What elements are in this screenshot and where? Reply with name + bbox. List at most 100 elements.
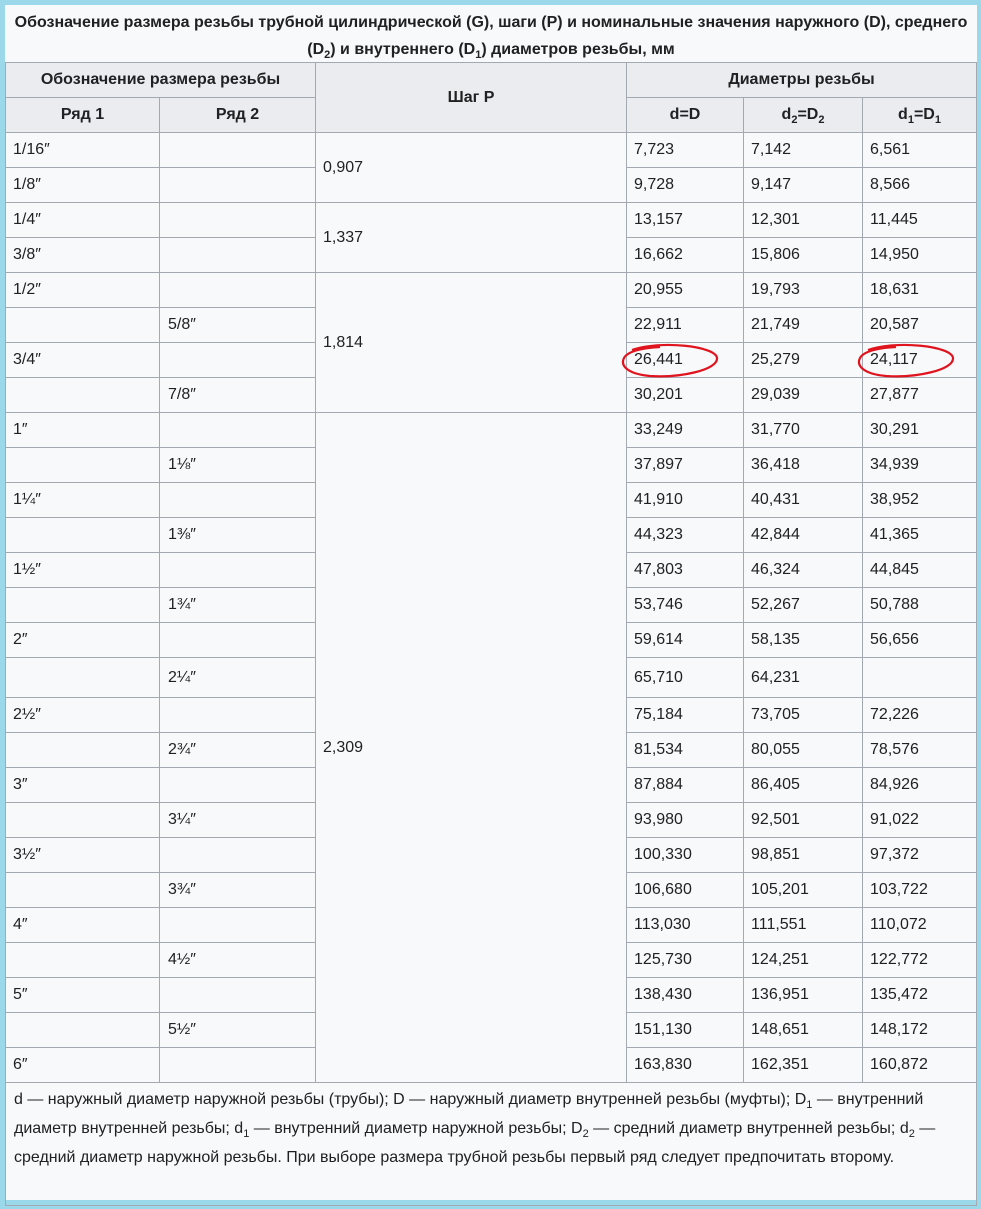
pitch-diameter-cell: 12,301 [743, 202, 864, 238]
pitch-diameter-cell: 162,351 [743, 1047, 864, 1083]
minor-diameter-cell: 97,372 [862, 837, 978, 873]
subscript: 2 [791, 114, 798, 126]
row1-size-cell [5, 377, 160, 413]
major-diameter-cell: 47,803 [626, 552, 745, 588]
pitch-diameter-cell: 58,135 [743, 622, 864, 658]
row2-size-cell: 2¾″ [158, 732, 317, 768]
row2-size-cell [158, 342, 317, 378]
major-diameter-cell: 16,662 [626, 237, 745, 273]
major-diameter-cell: 113,030 [626, 907, 745, 943]
major-diameter-cell: 87,884 [626, 767, 745, 803]
minor-diameter-cell: 56,656 [862, 622, 978, 658]
pipe-thread-table: Обозначение размера резьбы трубной цилин… [4, 5, 978, 1206]
pitch-diameter-cell: 92,501 [743, 802, 864, 838]
row2-size-cell: 1⅜″ [158, 517, 317, 553]
minor-diameter-cell: 50,788 [862, 587, 978, 623]
table-row: 1½″ 47,803 46,324 44,845 [5, 552, 978, 588]
header-pitch: Шаг P [315, 62, 628, 133]
row1-size-cell [5, 942, 160, 978]
subscript: 1 [934, 114, 941, 126]
header-designation: Обозначение размера резьбы [4, 62, 317, 98]
text-segment: — внутренний диаметр внутренней резьбы; … [14, 1091, 924, 1137]
row2-size-cell: 2¼″ [158, 657, 317, 698]
major-diameter-cell: 75,184 [626, 697, 745, 733]
text-segment: =D [797, 106, 819, 123]
table-row: 1/16″ 0,907 7,723 7,142 6,561 [5, 132, 978, 203]
minor-diameter-cell: 110,072 [862, 907, 978, 943]
pitch-diameter-cell: 136,951 [743, 977, 864, 1013]
pitch-diameter-cell: 7,142 [743, 132, 864, 168]
table-row: 6″ 163,830 162,351 160,872 [5, 1047, 978, 1083]
row2-size-cell: 4½″ [158, 942, 317, 978]
pitch-diameter-cell: 73,705 [743, 697, 864, 733]
minor-diameter-cell: 38,952 [862, 482, 978, 518]
pitch-diameter-cell: 80,055 [743, 732, 864, 768]
major-diameter-cell: 65,710 [626, 657, 745, 698]
minor-diameter-cell: 18,631 [862, 272, 978, 308]
row2-size-cell [158, 167, 317, 203]
pitch-diameter-cell: 36,418 [743, 447, 864, 483]
text-segment: d [898, 106, 908, 123]
row2-size-cell [158, 412, 317, 448]
subscript: 1 [475, 49, 482, 61]
subscript: 2 [324, 49, 331, 61]
row1-size-cell [5, 872, 160, 908]
pitch-diameter-cell: 148,651 [743, 1012, 864, 1048]
table-row: 5″ 138,430 136,951 135,472 [5, 977, 978, 1013]
row1-size-cell: 1/2″ [5, 272, 160, 308]
row2-size-cell [158, 767, 317, 803]
header-row-2: Ряд 1 Ряд 2 d=D d2=D2 d1=D1 [5, 97, 978, 133]
row1-size-cell [5, 307, 160, 343]
row2-size-cell [158, 907, 317, 943]
table-row: 1/8″ 9,728 9,147 8,566 [5, 167, 978, 203]
header-row1: Ряд 1 [5, 97, 160, 133]
minor-diameter-cell: 34,939 [862, 447, 978, 483]
table-row: 1⅛″ 37,897 36,418 34,939 [5, 447, 978, 483]
minor-diameter-cell: 44,845 [862, 552, 978, 588]
pitch-diameter-cell: 29,039 [743, 377, 864, 413]
minor-diameter-cell: 72,226 [862, 697, 978, 733]
table-row: 1/4″ 1,337 13,157 12,301 11,445 [5, 202, 978, 273]
subscript: 1 [907, 114, 914, 126]
pitch-diameter-cell: 31,770 [743, 412, 864, 448]
table-row: 1¼″ 41,910 40,431 38,952 [5, 482, 978, 518]
minor-diameter-cell: 160,872 [862, 1047, 978, 1083]
minor-diameter-cell: 27,877 [862, 377, 978, 413]
row1-size-cell: 1½″ [5, 552, 160, 588]
minor-diameter-cell: 148,172 [862, 1012, 978, 1048]
table-row: 3/4″ 26,441 25,279 24,117 [5, 342, 978, 378]
pitch-diameter-cell: 9,147 [743, 167, 864, 203]
major-diameter-cell: 81,534 [626, 732, 745, 768]
pitch-diameter-cell: 86,405 [743, 767, 864, 803]
text-segment: — средний диаметр наружной резьбы. При в… [14, 1120, 936, 1166]
text-segment: ) и внутреннего (D [330, 41, 476, 58]
table-row: 3/8″ 16,662 15,806 14,950 [5, 237, 978, 273]
minor-diameter-cell: 78,576 [862, 732, 978, 768]
table-row: 1/2″ 1,814 20,955 19,793 18,631 [5, 272, 978, 413]
pitch-cell: 1,814 [315, 272, 628, 413]
row1-size-cell: 3/8″ [5, 237, 160, 273]
text-segment: d [781, 106, 792, 123]
row2-size-cell: 7/8″ [158, 377, 317, 413]
cell-value: 26,441 [634, 351, 683, 368]
table-row: 1⅜″ 44,323 42,844 41,365 [5, 517, 978, 553]
major-diameter-cell: 125,730 [626, 942, 745, 978]
minor-diameter-cell: 11,445 [862, 202, 978, 238]
major-diameter-cell: 30,201 [626, 377, 745, 413]
minor-diameter-cell: 135,472 [862, 977, 978, 1013]
minor-diameter-cell: 8,566 [862, 167, 978, 203]
row1-size-cell: 5″ [5, 977, 160, 1013]
minor-diameter-cell [862, 657, 978, 698]
major-diameter-cell: 59,614 [626, 622, 745, 658]
pitch-diameter-cell: 52,267 [743, 587, 864, 623]
row2-size-cell [158, 132, 317, 168]
table-row: 3¼″ 93,980 92,501 91,022 [5, 802, 978, 838]
major-diameter-cell: 151,130 [626, 1012, 745, 1048]
row1-size-cell [5, 802, 160, 838]
circled-value: 24,117 [857, 343, 955, 378]
text-segment: d — наружный диаметр наружной резьбы (тр… [14, 1091, 807, 1108]
thread-table-container: Обозначение размера резьбы трубной цилин… [4, 5, 978, 1206]
row2-size-cell: 5/8″ [158, 307, 317, 343]
major-diameter-cell: 20,955 [626, 272, 745, 308]
row2-size-cell [158, 552, 317, 588]
